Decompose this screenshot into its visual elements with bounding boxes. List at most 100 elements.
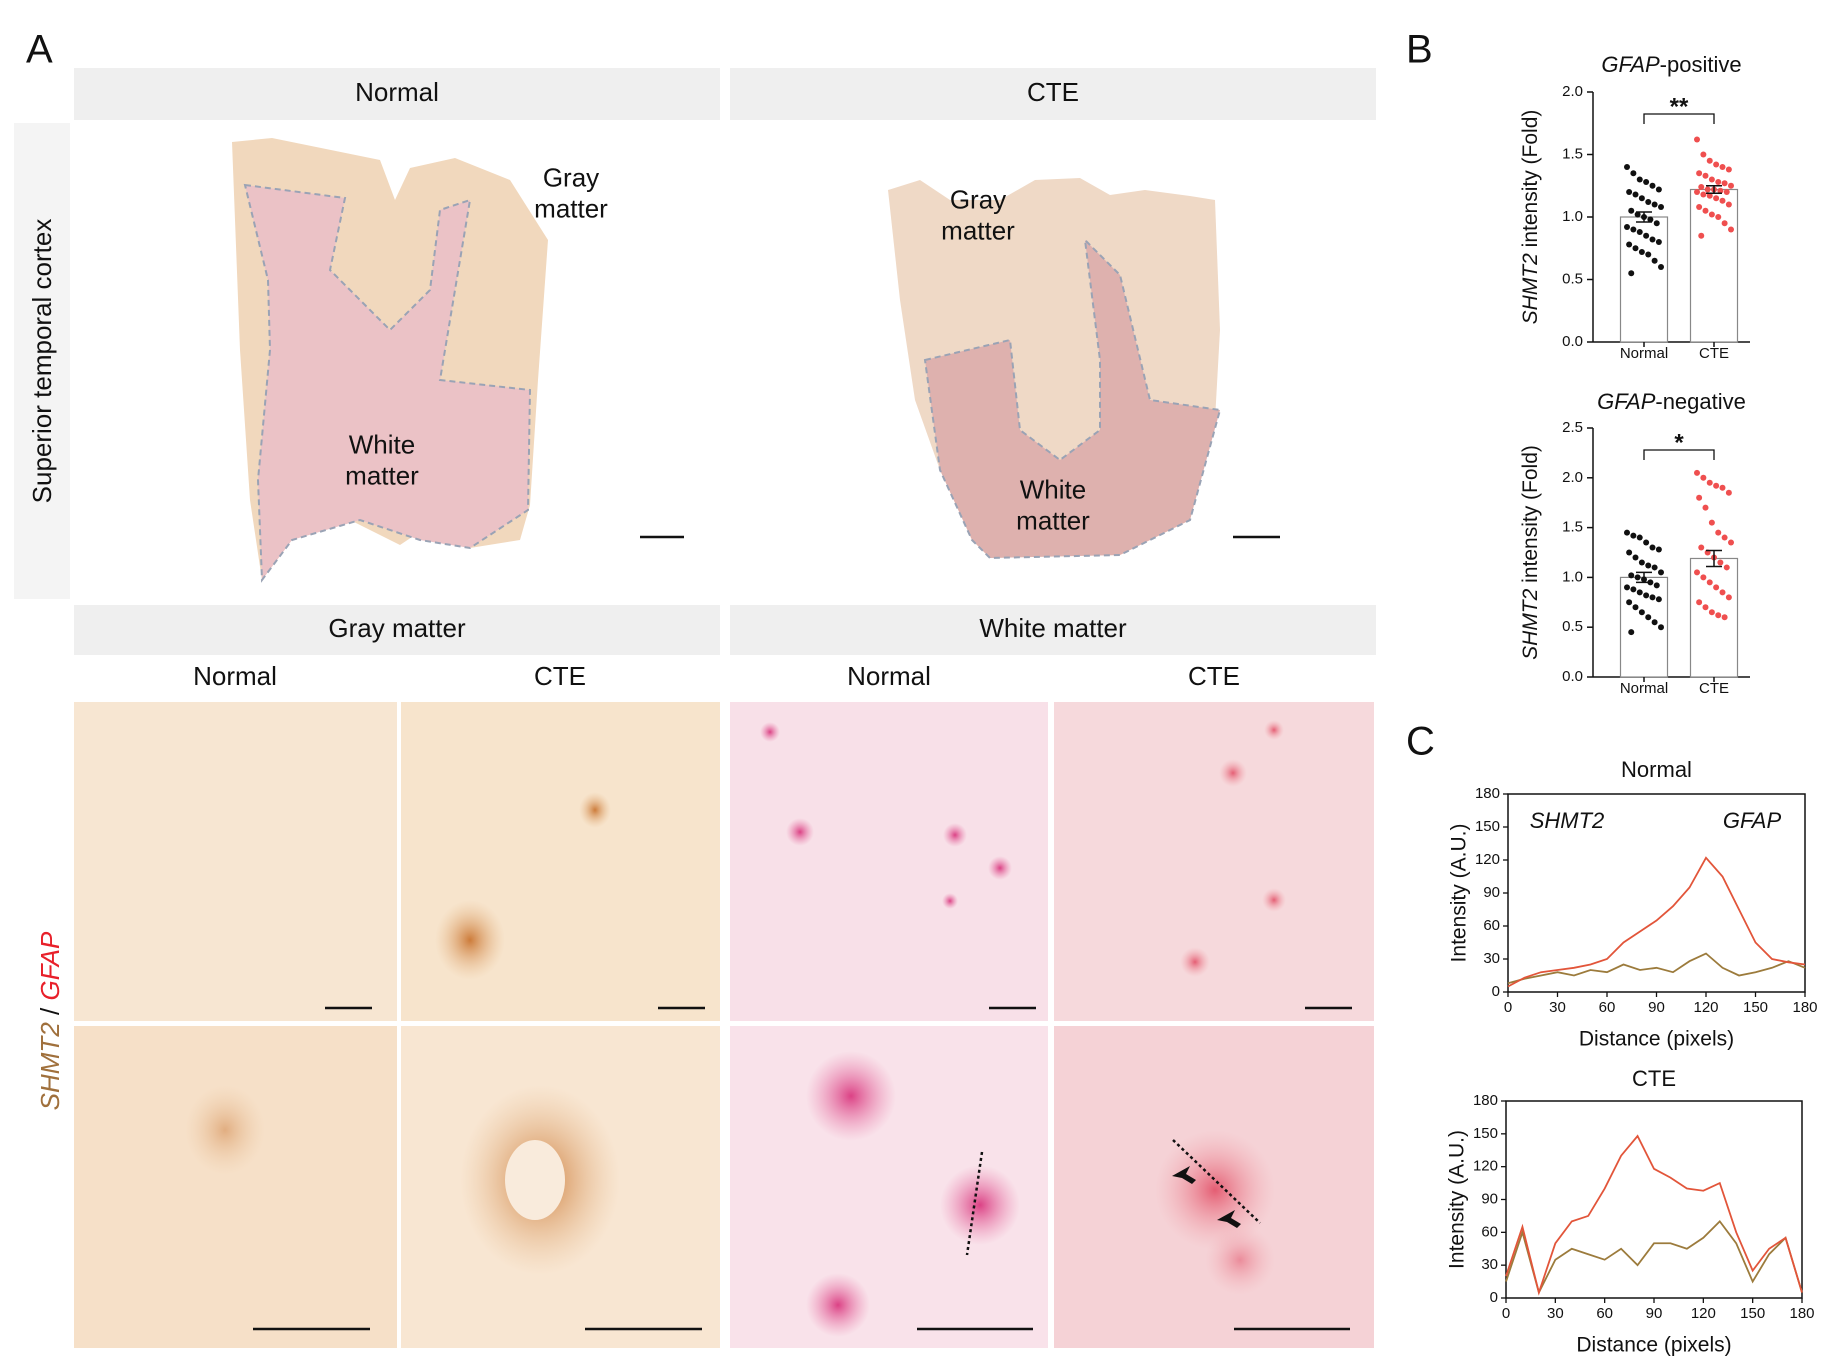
legend-entry: SHMT2 — [1530, 808, 1605, 833]
data-point — [1645, 199, 1652, 205]
data-point — [1636, 176, 1643, 183]
data-point — [1708, 176, 1715, 183]
text-part: White — [1020, 474, 1086, 504]
data-point — [1706, 192, 1713, 199]
y-tick-label: 180 — [1475, 785, 1500, 802]
data-point — [1708, 211, 1715, 218]
data-point — [1717, 559, 1724, 566]
y-tick-label: 1.5 — [1562, 519, 1583, 536]
data-point — [1728, 539, 1734, 546]
data-point — [1651, 201, 1658, 208]
cell — [1180, 947, 1210, 977]
cell — [760, 722, 780, 742]
series-line — [1505, 1220, 1803, 1296]
data-point — [1721, 534, 1728, 541]
y-tick-label: 1.0 — [1562, 208, 1583, 225]
panel-label: C — [1406, 720, 1435, 764]
x-tick-label: 90 — [1648, 999, 1665, 1016]
header-bar — [74, 605, 720, 655]
cell — [435, 900, 505, 980]
data-point — [1700, 151, 1707, 158]
data-point — [1653, 220, 1660, 227]
x-tick-label: Normal — [1620, 345, 1668, 362]
data-point — [1725, 489, 1732, 496]
data-point — [1658, 624, 1664, 631]
stain-name: GFAP — [35, 931, 65, 1001]
data-point — [1643, 539, 1650, 546]
data-point — [1632, 245, 1639, 252]
data-point — [1713, 584, 1720, 591]
text-part: matter — [941, 215, 1015, 245]
data-point — [1651, 257, 1658, 264]
x-tick-label: 120 — [1691, 1305, 1716, 1322]
data-point — [1658, 204, 1664, 210]
micrograph — [74, 702, 397, 1021]
chart-title: Normal — [1621, 757, 1692, 782]
data-point — [1696, 204, 1703, 210]
data-point — [1632, 191, 1639, 198]
sub-header: CTE — [1188, 661, 1240, 691]
data-point — [1658, 569, 1664, 576]
data-point — [1721, 180, 1728, 187]
legend-entry: GFAP — [1723, 808, 1782, 833]
row-bar — [14, 123, 70, 599]
x-axis-label: Distance (pixels) — [1576, 1334, 1731, 1357]
x-tick-label: 60 — [1599, 999, 1616, 1016]
x-tick-label: 30 — [1547, 1305, 1564, 1322]
text-part: SHMT2 — [1519, 588, 1542, 659]
data-point — [1626, 189, 1633, 195]
x-tick-label: 120 — [1693, 999, 1718, 1016]
data-point — [1626, 549, 1633, 556]
chart-title: GFAP-negative — [1597, 389, 1746, 414]
data-point — [1643, 179, 1650, 185]
error-bar — [1706, 185, 1722, 194]
data-point — [1647, 216, 1654, 223]
cell — [1205, 1225, 1275, 1295]
data-point — [1728, 226, 1734, 233]
series-line — [1505, 1134, 1803, 1296]
data-point — [1706, 157, 1713, 164]
nucleus — [505, 1140, 565, 1220]
y-tick-label: 1.0 — [1562, 568, 1583, 585]
data-point — [1632, 554, 1639, 561]
arrow — [1217, 1210, 1241, 1228]
cell — [185, 1085, 265, 1175]
data-point — [1694, 469, 1700, 476]
y-tick-label: 30 — [1483, 950, 1500, 967]
data-point — [1728, 182, 1734, 189]
data-point — [1636, 589, 1643, 596]
data-point — [1634, 211, 1641, 218]
data-point — [1626, 599, 1633, 606]
cell — [1264, 720, 1284, 740]
data-point — [1630, 586, 1637, 593]
data-point — [1719, 484, 1726, 491]
data-point — [1645, 251, 1652, 258]
series-line — [1507, 952, 1806, 985]
data-point — [1700, 474, 1707, 481]
error-bar — [1706, 549, 1722, 568]
data-point — [1713, 161, 1720, 168]
micrographs — [74, 702, 1374, 1348]
data-point — [1713, 195, 1720, 202]
region-label: Gray matter — [941, 184, 1015, 245]
data-point — [1715, 214, 1722, 220]
data-point — [1723, 564, 1730, 571]
region-label: White matter — [1016, 474, 1090, 535]
data-point — [1638, 249, 1645, 255]
text-part: intensity (Fold) — [1519, 110, 1542, 254]
data-point — [1630, 170, 1637, 177]
text-part: GFAP — [1601, 52, 1660, 77]
x-tick-label: CTE — [1699, 680, 1729, 697]
data-point — [1626, 241, 1633, 248]
data-point — [1630, 226, 1637, 233]
significance: * — [1674, 429, 1684, 456]
data-point — [1651, 619, 1658, 626]
bar — [1689, 557, 1739, 678]
data-point — [1715, 179, 1722, 185]
data-point — [1632, 604, 1639, 611]
x-tick-label: 90 — [1646, 1305, 1663, 1322]
y-tick-label: 120 — [1475, 851, 1500, 868]
y-tick-label: 120 — [1473, 1158, 1498, 1175]
series-line — [1507, 856, 1806, 988]
